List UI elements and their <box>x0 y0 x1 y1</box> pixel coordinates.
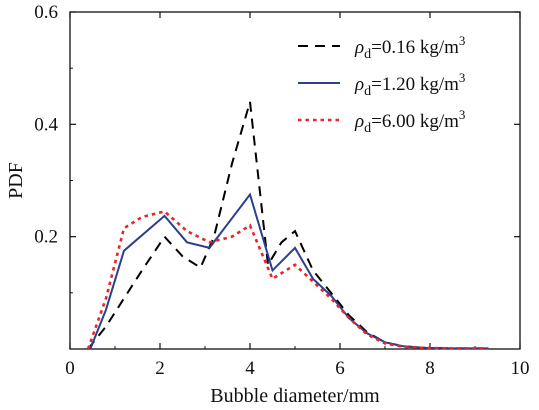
x-tick-label-8: 8 <box>425 358 435 379</box>
x-tick-label-4: 4 <box>245 358 255 379</box>
legend-label-3: ρd=6.00 kg/m3 <box>354 107 465 136</box>
x-tick-label-2: 2 <box>155 358 165 379</box>
x-tick-label-6: 6 <box>335 358 345 379</box>
y-tick-label-0.4: 0.4 <box>34 114 58 135</box>
y-tick-label-0.6: 0.6 <box>34 2 58 23</box>
series-line-3 <box>86 209 489 350</box>
series-lines <box>86 101 489 350</box>
y-axis-label: PDF <box>5 162 27 199</box>
series-line-2 <box>89 192 489 350</box>
legend-label-2: ρd=1.20 kg/m3 <box>354 70 465 99</box>
x-axis-label: Bubble diameter/mm <box>210 385 380 407</box>
legend-label-1: ρd=0.16 kg/m3 <box>354 33 465 62</box>
series-line-1 <box>87 101 489 350</box>
x-tick-label-10: 10 <box>511 358 530 379</box>
x-tick-label-0: 0 <box>65 358 75 379</box>
axes: 0 2 4 6 8 10 0.2 0.4 0.6 Bubble diameter/mm PDF <box>5 2 530 407</box>
legend: ρd=0.16 kg/m3 ρd=1.20 kg/m3 ρd=6.00 kg/m3 <box>298 33 465 136</box>
plot-frame <box>69 11 521 350</box>
y-tick-label-0.2: 0.2 <box>34 227 58 248</box>
